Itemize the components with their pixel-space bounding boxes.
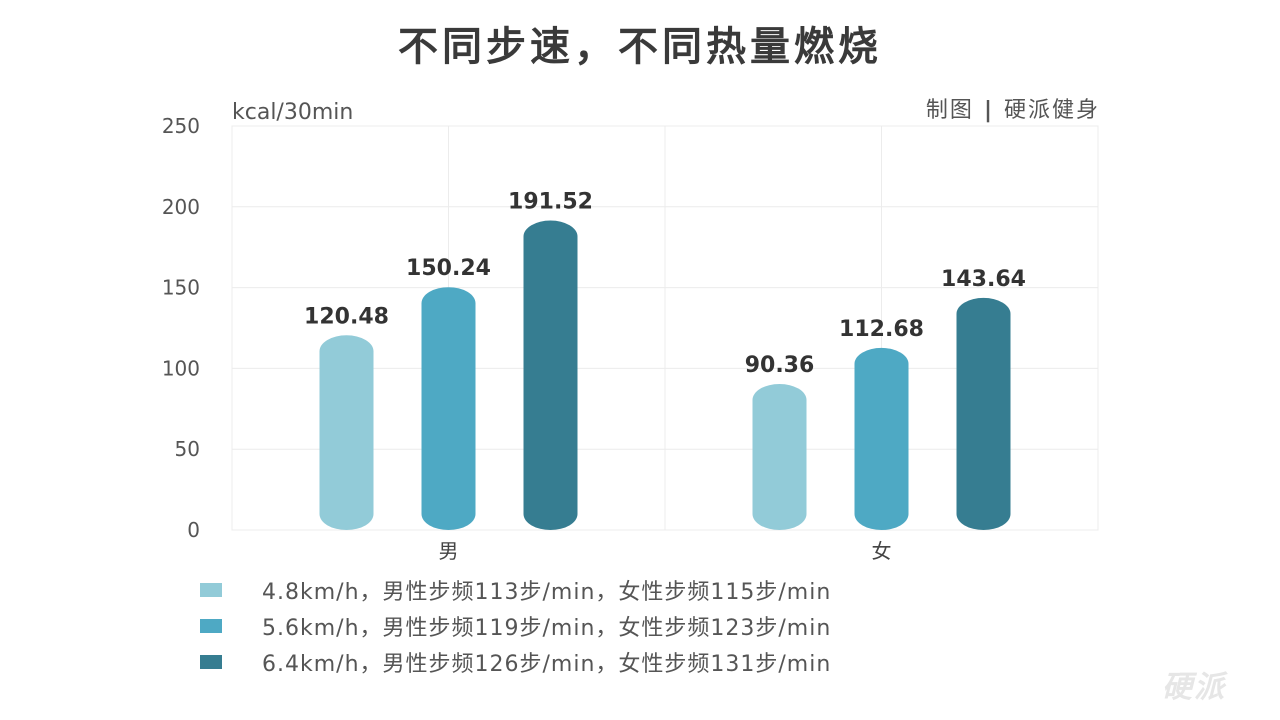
y-tick-label: 0 [187,518,200,542]
credit-source: 硬派健身 [1003,98,1100,123]
bar-chart: 0 50 100 150 200 250 120.48 150.24 191.52 男 90.36 1… [162,114,1099,563]
legend-label: 4.8km/h，男性步频113步/min，女性步频115步/min [262,580,832,605]
y-tick-label: 100 [162,356,200,380]
chart-legend: 4.8km/h，男性步频113步/min，女性步频115步/min 5.6km/… [200,572,831,680]
bar [523,220,578,531]
x-tick-label: 男 [439,539,459,563]
legend-label: 6.4km/h，男性步频126步/min，女性步频131步/min [262,652,832,677]
chart-title: 不同步速，不同热量燃烧 [398,24,882,70]
y-tick-label: 150 [162,276,200,300]
data-label: 90.36 [745,353,815,378]
bar [319,335,374,530]
credit-label: 制图 [925,98,974,123]
legend-swatch [200,655,222,669]
y-axis-unit: kcal/30min [232,100,354,125]
y-tick-label: 250 [162,114,200,138]
x-tick-label: 女 [872,539,892,563]
data-label: 120.48 [304,304,389,329]
data-label: 191.52 [508,190,593,215]
data-label: 112.68 [839,317,924,342]
bar [421,287,476,530]
bar [752,383,807,530]
credit-separator: | [983,98,994,123]
chart-credit: 制图 | 硬派健身 [926,92,1100,124]
data-label: 150.24 [406,256,491,281]
legend-item: 6.4km/h，男性步频126步/min，女性步频131步/min [200,644,831,680]
data-label: 143.64 [941,267,1026,292]
y-tick-label: 200 [162,195,200,219]
legend-swatch [200,619,222,633]
watermark-logo: 硬派 [1162,670,1226,705]
legend-item: 4.8km/h，男性步频113步/min，女性步频115步/min [200,572,831,608]
bar [854,347,909,530]
legend-item: 5.6km/h，男性步频119步/min，女性步频123步/min [200,608,831,644]
legend-swatch [200,583,222,597]
bar [956,297,1011,530]
y-tick-label: 50 [175,437,200,461]
legend-label: 5.6km/h，男性步频119步/min，女性步频123步/min [262,616,832,641]
